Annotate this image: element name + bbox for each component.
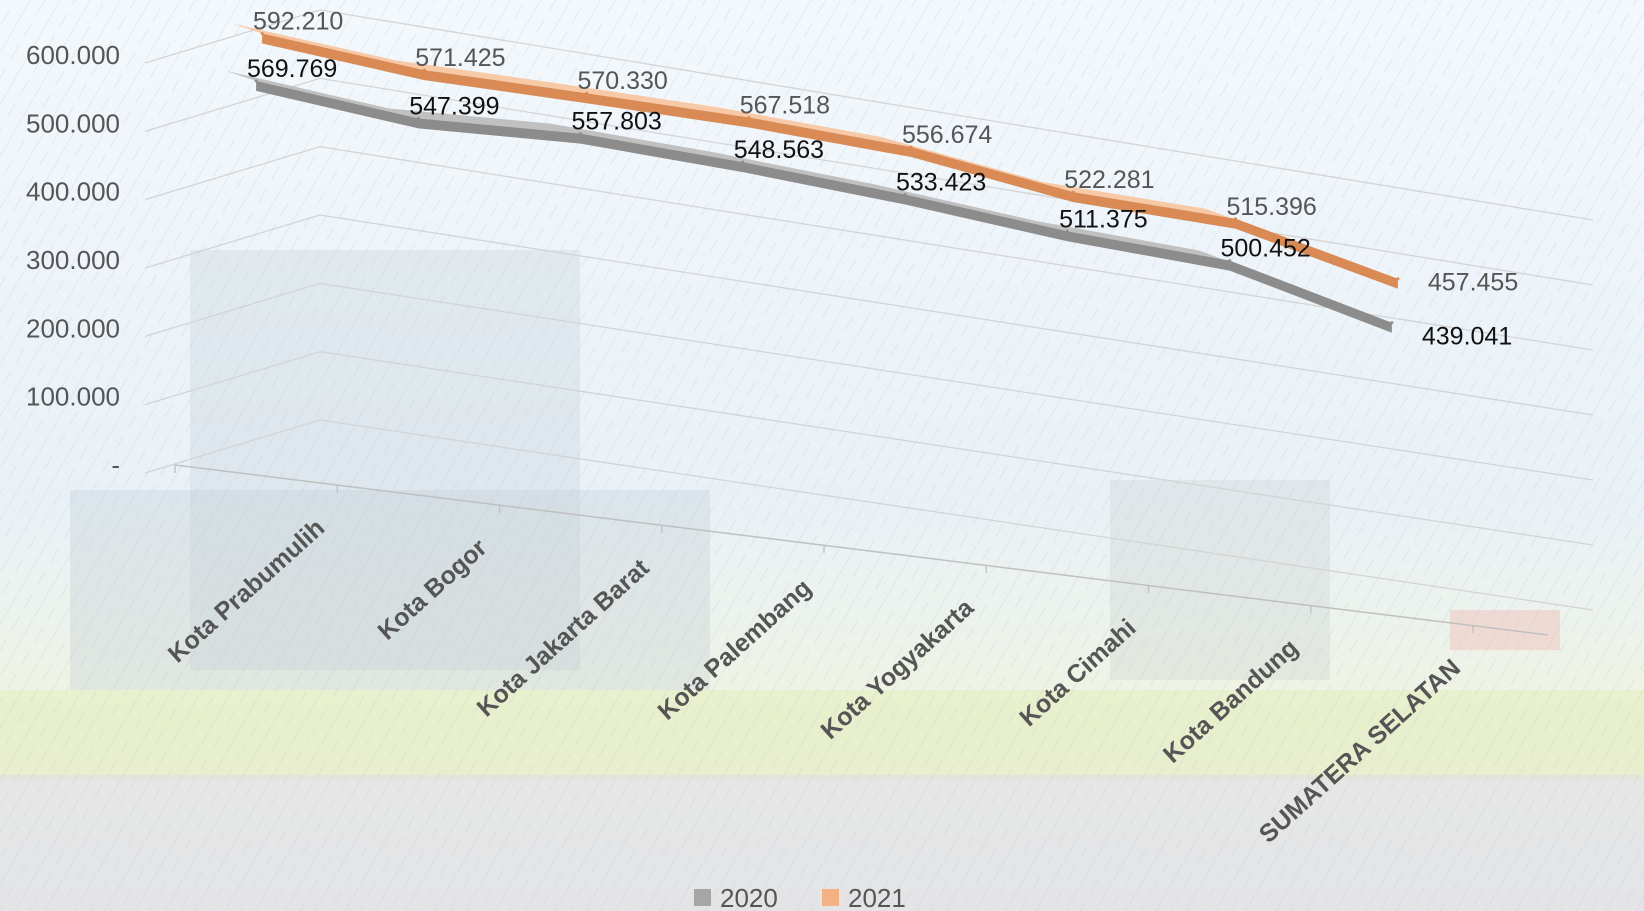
data-label-2021: 556.674 [902, 121, 992, 149]
data-label-2020: 533.423 [896, 168, 986, 196]
data-label-2020: 569.769 [247, 55, 337, 83]
series-ribbon-edge-2021 [262, 33, 1398, 289]
data-point-2021 [260, 32, 264, 36]
side-gridline [144, 146, 321, 201]
data-point-2021 [909, 145, 913, 149]
data-label-2021: 567.518 [740, 91, 830, 119]
legend: 2020 2021 [694, 883, 906, 911]
data-label-2020: 439.041 [1422, 323, 1512, 351]
y-tick-label: 400.000 [26, 177, 120, 207]
y-tick-label: 500.000 [26, 108, 120, 138]
y-tick-label: 600.000 [26, 40, 120, 70]
gridline [319, 282, 1594, 481]
gridline [319, 9, 1594, 221]
data-label-2020: 548.563 [734, 136, 824, 164]
side-gridline [144, 419, 321, 474]
y-tick-label: - [111, 450, 120, 480]
legend-swatch-2020 [694, 889, 711, 906]
data-label-2021: 522.281 [1064, 166, 1154, 194]
y-tick-label: 200.000 [26, 313, 120, 343]
data-point-2021 [747, 115, 751, 119]
legend-label-2021: 2021 [848, 883, 906, 911]
data-label-2021: 457.455 [1428, 269, 1518, 297]
side-gridline [144, 282, 321, 337]
data-label-2020: 511.375 [1059, 205, 1148, 233]
data-label-2021: 571.425 [415, 44, 505, 72]
x-axis-line [174, 464, 1549, 636]
data-point-2021 [585, 91, 589, 95]
side-gridline [144, 351, 321, 406]
data-point-2020 [1390, 321, 1394, 325]
data-point-2020 [254, 79, 258, 83]
data-label-2020: 557.803 [571, 108, 661, 136]
data-point-2020 [741, 160, 745, 164]
gridline [319, 214, 1594, 416]
gridlines [144, 9, 1594, 611]
data-point-2020 [579, 132, 583, 136]
gridline [319, 419, 1594, 611]
data-point-2021 [1071, 190, 1075, 194]
y-axis: - 100.000 200.000 300.000 400.000 500.000 600.… [26, 40, 120, 480]
data-labels: 569.769 547.399 557.803 548.563 533.423 511.3… [247, 8, 1518, 351]
y-tick-label: 100.000 [26, 382, 120, 412]
data-point-2020 [1228, 259, 1232, 263]
data-point-2020 [416, 116, 420, 120]
plot-area [226, 23, 1400, 333]
side-gridline [144, 214, 321, 269]
data-label-2021: 570.330 [577, 67, 667, 95]
data-point-2020 [1065, 229, 1069, 233]
gridline [319, 146, 1594, 351]
data-label-2021: 592.210 [253, 8, 343, 36]
data-point-2021 [1396, 277, 1400, 281]
legend-label-2020: 2020 [720, 883, 778, 911]
data-label-2020: 500.452 [1220, 235, 1310, 263]
gridline [319, 351, 1594, 546]
y-tick-label: 300.000 [26, 245, 120, 275]
data-point-2021 [1234, 217, 1238, 221]
gridline [319, 77, 1594, 286]
data-label-2021: 515.396 [1226, 193, 1316, 221]
legend-swatch-2021 [822, 889, 839, 906]
data-point-2021 [422, 68, 426, 72]
x-axis [174, 464, 1549, 636]
data-label-2020: 547.399 [409, 92, 499, 120]
data-point-2020 [903, 192, 907, 196]
side-gridline [144, 9, 321, 64]
